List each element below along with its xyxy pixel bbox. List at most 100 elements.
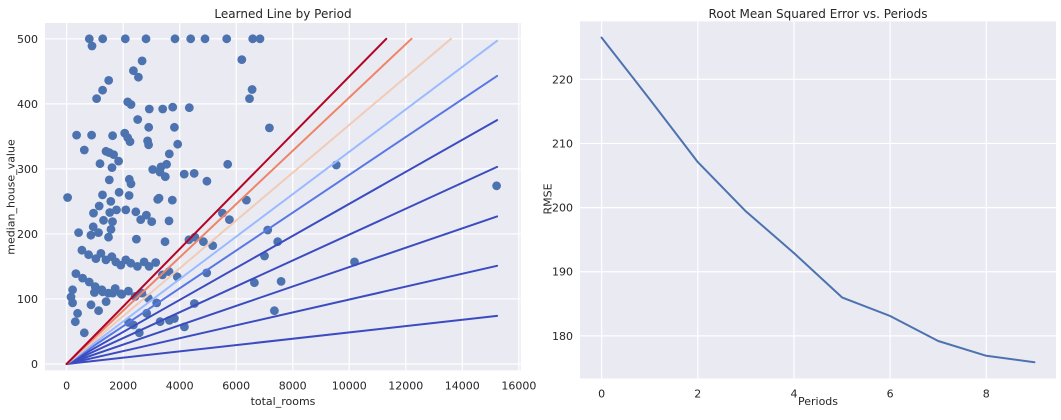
scatter-point xyxy=(184,103,194,113)
scatter-point xyxy=(131,207,141,217)
scatter-point xyxy=(108,131,117,141)
scatter-point xyxy=(86,300,96,310)
x-tick-label: 6 xyxy=(887,387,894,400)
plot-area xyxy=(63,34,501,365)
scatter-point xyxy=(162,159,172,169)
left-yaxis-label: median_house_value xyxy=(4,139,18,255)
scatter-point xyxy=(114,187,124,197)
scatter-point xyxy=(107,163,117,173)
scatter-point xyxy=(71,269,81,278)
axes-background xyxy=(45,23,521,371)
scatter-point xyxy=(77,245,87,255)
scatter-point xyxy=(123,286,133,296)
period-line-1 xyxy=(65,314,499,365)
scatter-point xyxy=(141,34,151,44)
scatter-point xyxy=(492,181,501,191)
scatter-point xyxy=(151,258,161,267)
scatter-point xyxy=(225,215,234,225)
x-tick-label: 0 xyxy=(63,379,70,392)
scatter-point xyxy=(94,306,103,316)
scatter-point xyxy=(158,104,168,114)
x-tick-label: 0 xyxy=(598,387,605,400)
scatter-point xyxy=(121,205,131,215)
scatter-point xyxy=(104,175,114,185)
period-line-9 xyxy=(65,37,413,365)
y-tick-label: 200 xyxy=(552,202,573,215)
x-tick-label: 8000 xyxy=(279,379,307,392)
scatter-point xyxy=(133,115,143,124)
scatter-point xyxy=(222,34,232,44)
plot-area xyxy=(600,36,1036,364)
scatter-point xyxy=(223,159,233,169)
period-line-2 xyxy=(65,264,499,365)
scatter-point xyxy=(237,55,247,64)
scatter-point xyxy=(189,169,199,178)
scatter-point xyxy=(200,34,210,44)
scatter-point xyxy=(87,130,96,140)
scatter-point xyxy=(144,262,154,271)
scatter-point xyxy=(104,76,114,85)
scatter-point xyxy=(94,228,103,238)
y-tick-label: 200 xyxy=(17,228,38,241)
y-tick-label: 210 xyxy=(552,138,573,151)
scatter-point xyxy=(70,317,80,327)
scatter-point xyxy=(186,34,196,44)
x-tick-label: 4000 xyxy=(166,379,194,392)
scatter-point xyxy=(98,190,107,200)
scatter-point xyxy=(106,225,116,234)
scatter-point xyxy=(84,250,93,260)
scatter-point xyxy=(95,159,105,169)
scatter-point xyxy=(89,208,98,218)
scatter-point xyxy=(126,179,136,189)
period-line-6 xyxy=(65,74,499,365)
scatter-point xyxy=(101,297,111,306)
scatter-point xyxy=(98,85,107,95)
scatter-point xyxy=(114,156,123,166)
right-xaxis-label: Periods xyxy=(797,395,839,408)
scatter-point xyxy=(164,149,174,159)
scatter-point xyxy=(108,217,117,227)
x-tick-label: 2000 xyxy=(109,379,137,392)
x-tick-label: 12000 xyxy=(388,379,423,392)
scatter-point xyxy=(98,34,108,44)
scatter-point xyxy=(134,72,143,82)
scatter-point xyxy=(144,122,154,132)
scatter-point xyxy=(276,277,286,286)
period-line-5 xyxy=(65,119,499,365)
scatter-point xyxy=(87,41,97,51)
scatter-point xyxy=(112,205,121,215)
scatter-point xyxy=(68,285,77,295)
scatter-point xyxy=(96,249,106,258)
scatter-point xyxy=(144,104,154,114)
left-axes: 0 2000 4000 6000 8000 10000 12000 14000 16000 0 10… xyxy=(17,23,536,392)
scatter-point xyxy=(74,228,83,238)
scatter-point xyxy=(148,165,158,174)
period-line-7 xyxy=(65,39,499,365)
y-tick-label: 400 xyxy=(17,98,38,111)
scatter-point xyxy=(250,278,259,288)
scatter-point xyxy=(78,273,87,283)
scatter-point xyxy=(147,217,157,227)
x-tick-label: 14000 xyxy=(445,379,480,392)
x-tick-label: 16000 xyxy=(501,379,536,392)
scatter-point xyxy=(164,216,174,226)
right-yaxis-label: RMSE xyxy=(541,183,555,215)
scatter-point xyxy=(84,277,94,287)
period-line-8 xyxy=(65,37,452,365)
scatter-point xyxy=(90,288,99,297)
scatter-point xyxy=(133,262,142,271)
y-tick-label: 220 xyxy=(552,73,573,86)
scatter-point xyxy=(144,140,154,150)
scatter-point xyxy=(84,34,94,44)
scatter-point xyxy=(109,150,118,160)
scatter-point xyxy=(153,195,163,204)
scatter-point xyxy=(245,94,254,103)
scatter-point xyxy=(73,308,82,318)
scatter-point xyxy=(170,34,180,44)
period-line-10 xyxy=(65,37,388,365)
x-tick-label: 4 xyxy=(791,387,798,400)
left-chart-title: Learned Line by Period xyxy=(214,7,352,21)
scatter-point xyxy=(142,210,151,220)
right-chart-title: Root Mean Squared Error vs. Periods xyxy=(708,7,928,21)
